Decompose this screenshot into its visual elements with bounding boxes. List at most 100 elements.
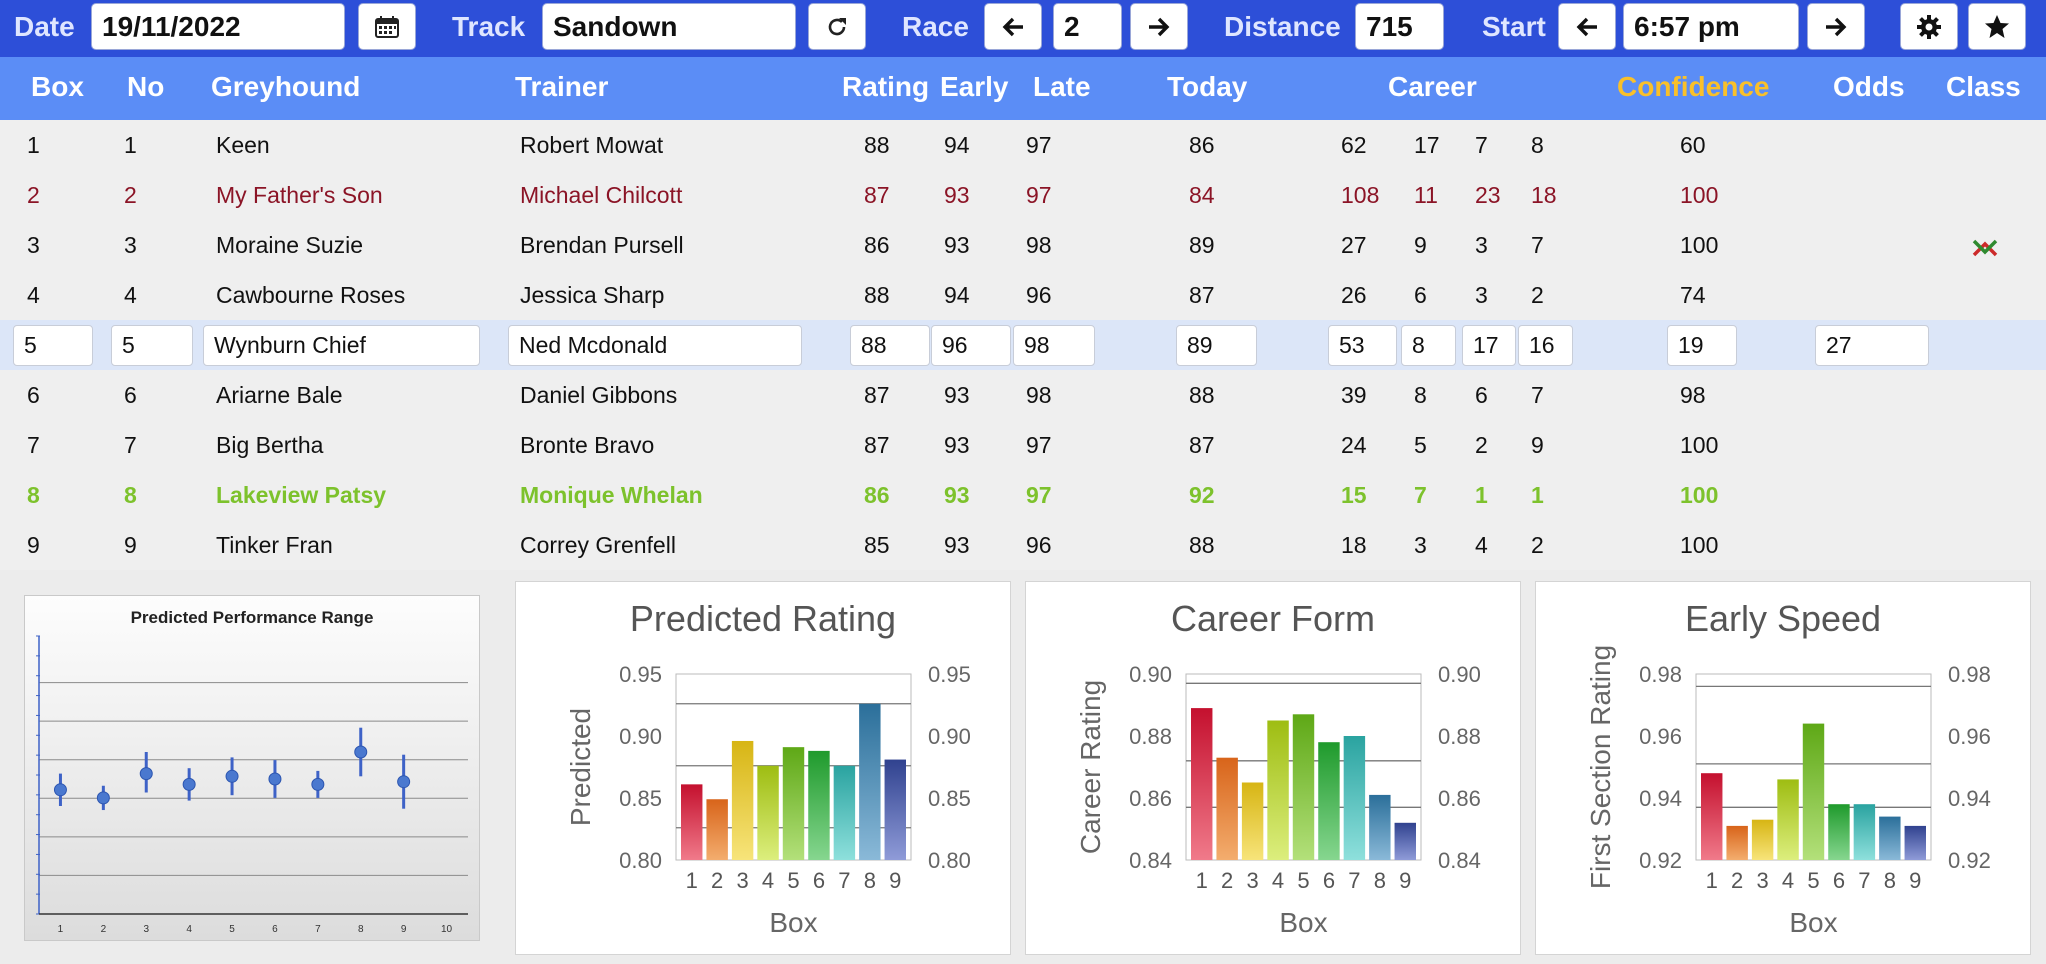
header-trainer[interactable]: Trainer [515,71,609,102]
next-start-button[interactable] [1807,3,1865,50]
edit-today[interactable]: 89 [1176,325,1257,366]
previous-start-button[interactable] [1558,3,1616,50]
bar [1879,816,1901,860]
edit-late[interactable]: 98 [1013,325,1095,366]
edit-trainer[interactable]: Ned Mcdonald [508,325,802,366]
bar [1853,804,1876,860]
cell-career-3: 23 [1475,182,1501,208]
cell-greyhound[interactable]: Moraine Suzie [216,232,364,258]
edit-career-1[interactable]: 53 [1328,325,1397,366]
calendar-icon [375,15,399,38]
edit-early[interactable]: 96 [931,325,1011,366]
calendar-button[interactable] [358,3,416,50]
cell-box: 2 [27,182,40,208]
table-row[interactable]: 8 8 Lakeview Patsy Monique Whelan 86 93 … [0,470,2046,520]
cell-no: 8 [124,482,137,508]
bar [782,747,805,860]
x-tick-label: 2 [101,924,107,935]
cell-greyhound[interactable]: My Father's Son [216,182,383,208]
cell-greyhound[interactable]: Ariarne Bale [216,382,343,408]
cell-career-3: 6 [1475,382,1488,408]
cell-career-2: 5 [1414,432,1427,458]
track-input[interactable]: Sandown [542,3,796,50]
header-late[interactable]: Late [1033,71,1091,102]
x-tick-label: 6 [813,868,825,893]
header-today[interactable]: Today [1167,71,1248,102]
x-tick-label: 8 [1884,868,1896,893]
settings-button[interactable] [1900,3,1958,50]
cell-today: 86 [1189,132,1215,158]
class-down-icon[interactable] [1970,237,2000,257]
edit-rating[interactable]: 88 [850,325,930,366]
previous-race-button[interactable] [984,3,1042,50]
chart-title: Predicted Performance Range [130,608,374,627]
x-tick-label: 9 [1399,868,1411,893]
cell-rating: 86 [864,482,890,508]
table-row[interactable]: 2 2 My Father's Son Michael Chilcott 87 … [0,170,2046,257]
header-no[interactable]: No [127,71,165,102]
data-point [354,745,368,759]
cell-greyhound[interactable]: Cawbourne Roses [216,282,406,308]
cell-career-4: 7 [1531,232,1544,258]
favourite-button[interactable] [1968,3,2026,50]
header-rating[interactable]: Rating [842,71,930,102]
date-input[interactable]: 19/11/2022 [91,3,345,50]
y-tick-label: 0.88 [1129,724,1172,749]
cell-greyhound[interactable]: Big Bertha [216,432,324,458]
cell-box: 8 [27,482,40,508]
edit-career-3[interactable]: 17 [1462,325,1516,366]
header-class[interactable]: Class [1946,71,2021,102]
cell-confidence: 100 [1680,482,1719,508]
edit-confidence[interactable]: 19 [1667,325,1737,366]
x-tick-label: 4 [186,924,192,935]
table-row-selected[interactable]: 5 5 Wynburn Chief Ned Mcdonald 88 96 98 … [0,320,2046,370]
bar [833,765,856,860]
cell-trainer: Jessica Sharp [520,282,665,308]
cell-greyhound[interactable]: Lakeview Patsy [216,482,387,508]
edit-career-4[interactable]: 16 [1518,325,1573,366]
header-box[interactable]: Box [31,71,84,102]
distance-input[interactable]: 715 [1355,3,1444,50]
bar [1802,723,1825,860]
header-confidence[interactable]: Confidence [1617,71,1770,102]
header-odds[interactable]: Odds [1833,71,1905,102]
distance-label: Distance [1224,11,1341,42]
early-speed-plot: 1 2 3 4 5 6 7 8 9 0.92 0.92 0.94 0.94 0.96 0.96 0.98 0.9… [1585,645,1991,938]
table-row[interactable]: 3 3 Moraine Suzie Brendan Pursell 86 93 … [0,220,2046,270]
y2-tick-label: 0.95 [928,662,971,687]
edit-career-2[interactable]: 8 [1401,325,1456,366]
table-row[interactable]: 7 7 Big Bertha Bronte Bravo 87 93 97 87 … [0,420,2046,470]
cell-career-3: 7 [1475,132,1488,158]
cell-career-4: 9 [1531,432,1544,458]
cell-greyhound[interactable]: Keen [216,132,270,158]
table-row[interactable]: 6 6 Ariarne Bale Daniel Gibbons 87 93 98… [0,370,2046,420]
table-row[interactable]: 1 1 Keen Robert Mowat 88 94 97 86 62 17 … [0,120,2046,170]
refresh-button[interactable] [808,3,866,50]
start-time-input[interactable]: 6:57 pm [1623,3,1799,50]
x-tick-label: 8 [1374,868,1386,893]
refresh-icon [828,17,846,35]
table-row[interactable]: 9 9 Tinker Fran Correy Grenfell 85 93 96… [0,520,2046,570]
edit-greyhound[interactable]: Wynburn Chief [203,325,480,366]
next-race-button[interactable] [1130,3,1188,50]
edit-no[interactable]: 5 [111,325,193,366]
race-input[interactable]: 2 [1053,3,1122,50]
bar [1216,757,1238,860]
edit-box[interactable]: 5 [13,325,93,366]
cell-rating: 86 [864,232,890,258]
class-up-icon[interactable] [1970,238,2000,258]
x-tick-label: 5 [787,868,799,893]
y2-tick-label: 0.80 [928,848,971,873]
cell-early: 93 [944,482,970,508]
bar [1394,822,1416,860]
header-early[interactable]: Early [940,71,1009,102]
cell-career-2: 8 [1414,382,1427,408]
cell-greyhound[interactable]: Tinker Fran [216,532,333,558]
header-career[interactable]: Career [1388,71,1477,102]
header-greyhound[interactable]: Greyhound [211,71,361,102]
cell-trainer: Robert Mowat [520,132,664,158]
edit-odds[interactable]: 27 [1815,325,1929,366]
y-tick-label: 0.96 [1639,724,1682,749]
table-row[interactable]: 4 4 Cawbourne Roses Jessica Sharp 88 94 … [0,270,2046,320]
date-label: Date [14,11,75,42]
